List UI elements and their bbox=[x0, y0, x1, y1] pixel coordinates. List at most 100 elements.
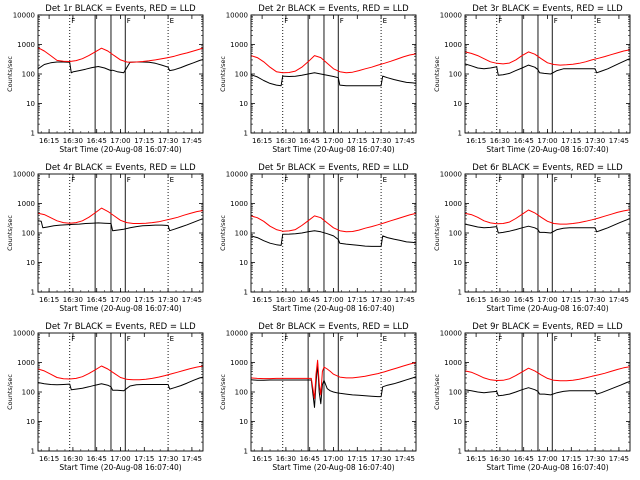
y-tick-label: 10000 bbox=[440, 330, 462, 338]
y-axis-label: Counts/sec bbox=[219, 374, 227, 410]
y-axis-label: Counts/sec bbox=[219, 215, 227, 251]
y-axis-label: Counts/sec bbox=[219, 56, 227, 92]
y-tick-label: 100 bbox=[235, 389, 248, 397]
y-tick-label: 100 bbox=[449, 71, 462, 79]
chart-panel-8: Det 8r BLACK = Events, RED = LLD Counts/s… bbox=[219, 322, 417, 472]
chart-panel-4: Det 4r BLACK = Events, RED = LLD Counts/s… bbox=[6, 163, 204, 313]
series-line-lld bbox=[250, 359, 417, 399]
x-tick-label: 17:15 bbox=[347, 296, 367, 304]
x-tick-label: 16:30 bbox=[490, 296, 510, 304]
y-tick-label: 1000 bbox=[17, 359, 35, 367]
x-tick-label: 16:15 bbox=[252, 455, 272, 463]
x-axis-label: Start Time (20-Aug-08 16:07:40) bbox=[272, 304, 394, 313]
y-tick-label: 10000 bbox=[13, 12, 35, 20]
x-tick-label: 17:45 bbox=[395, 137, 415, 145]
series-line-events bbox=[250, 363, 417, 408]
y-tick-label: 10 bbox=[26, 100, 35, 108]
y-tick-label: 10000 bbox=[226, 12, 248, 20]
y-axis-label: Counts/sec bbox=[6, 374, 14, 410]
chart-panel-5: Det 5r BLACK = Events, RED = LLD Counts/s… bbox=[219, 163, 417, 313]
panel-title: Det 6r BLACK = Events, RED = LLD bbox=[472, 163, 623, 173]
flag-letter: E bbox=[597, 17, 601, 25]
x-tick-label: 17:45 bbox=[182, 455, 202, 463]
chart-panel-6: Det 6r BLACK = Events, RED = LLD Counts/s… bbox=[433, 163, 631, 313]
x-tick-label: 17:45 bbox=[395, 296, 415, 304]
flag-letter: E bbox=[383, 17, 387, 25]
flag-letter: F bbox=[340, 176, 344, 184]
series-line-lld bbox=[464, 366, 631, 382]
y-tick-label: 10000 bbox=[440, 12, 462, 20]
x-tick-label: 17:00 bbox=[323, 137, 343, 145]
flag-letter: F bbox=[554, 176, 558, 184]
flag-letter: E bbox=[170, 17, 174, 25]
x-axis-label: Start Time (20-Aug-08 16:07:40) bbox=[59, 463, 181, 472]
x-tick-label: 17:30 bbox=[585, 455, 605, 463]
x-tick-label: 16:45 bbox=[300, 455, 320, 463]
flag-letter: E bbox=[597, 176, 601, 184]
series-line-events bbox=[37, 218, 204, 232]
flag-letter: E bbox=[597, 335, 601, 343]
chart-panel-1: Det 1r BLACK = Events, RED = LLD Counts/s… bbox=[6, 4, 204, 154]
series-line-events bbox=[464, 58, 631, 76]
x-tick-label: 17:15 bbox=[561, 455, 581, 463]
plot-frame bbox=[37, 14, 204, 134]
plot-frame bbox=[464, 173, 631, 293]
series-line-events bbox=[250, 72, 417, 87]
y-tick-label: 100 bbox=[449, 230, 462, 238]
x-tick-label: 17:30 bbox=[585, 137, 605, 145]
flag-letter: F bbox=[284, 335, 288, 343]
x-axis-label: Start Time (20-Aug-08 16:07:40) bbox=[486, 463, 608, 472]
y-tick-label: 10 bbox=[453, 259, 462, 267]
y-axis-label: Counts/sec bbox=[6, 215, 14, 251]
x-tick-label: 16:45 bbox=[300, 296, 320, 304]
x-tick-label: 16:30 bbox=[276, 455, 296, 463]
series-line-events bbox=[464, 380, 631, 397]
x-tick-label: 16:30 bbox=[63, 455, 83, 463]
x-tick-label: 17:00 bbox=[110, 296, 130, 304]
x-tick-label: 17:15 bbox=[347, 455, 367, 463]
x-tick-label: 16:15 bbox=[466, 455, 486, 463]
flag-letter: F bbox=[71, 335, 75, 343]
x-tick-label: 17:00 bbox=[537, 137, 557, 145]
x-tick-label: 17:15 bbox=[347, 137, 367, 145]
x-axis-label: Start Time (20-Aug-08 16:07:40) bbox=[59, 145, 181, 154]
x-tick-label: 17:00 bbox=[537, 455, 557, 463]
x-tick-label: 16:45 bbox=[514, 455, 534, 463]
flag-letter: F bbox=[284, 17, 288, 25]
flag-letter: F bbox=[71, 176, 75, 184]
y-tick-label: 1000 bbox=[444, 359, 462, 367]
plot-frame bbox=[250, 14, 417, 134]
x-tick-label: 17:30 bbox=[371, 296, 391, 304]
x-tick-label: 16:30 bbox=[276, 296, 296, 304]
plot-frame bbox=[37, 173, 204, 293]
x-tick-label: 17:00 bbox=[323, 455, 343, 463]
series-line-lld bbox=[250, 53, 417, 74]
x-tick-label: 17:15 bbox=[561, 137, 581, 145]
series-line-lld bbox=[37, 207, 204, 224]
flag-letter: F bbox=[498, 176, 502, 184]
y-tick-label: 10 bbox=[26, 418, 35, 426]
series-line-lld bbox=[464, 209, 631, 225]
flag-letter: F bbox=[340, 17, 344, 25]
x-tick-label: 16:30 bbox=[63, 137, 83, 145]
x-tick-label: 16:15 bbox=[39, 455, 59, 463]
y-tick-label: 1 bbox=[458, 130, 462, 138]
x-tick-label: 16:45 bbox=[514, 296, 534, 304]
y-tick-label: 1000 bbox=[444, 200, 462, 208]
y-tick-label: 1 bbox=[31, 448, 35, 456]
x-axis-label: Start Time (20-Aug-08 16:07:40) bbox=[59, 304, 181, 313]
flag-letter: E bbox=[170, 335, 174, 343]
y-tick-label: 1 bbox=[31, 289, 35, 297]
x-tick-label: 17:30 bbox=[371, 137, 391, 145]
x-tick-label: 17:30 bbox=[585, 296, 605, 304]
y-tick-label: 1 bbox=[458, 289, 462, 297]
y-tick-label: 10 bbox=[239, 418, 248, 426]
flag-letter: F bbox=[127, 17, 131, 25]
x-axis-label: Start Time (20-Aug-08 16:07:40) bbox=[486, 145, 608, 154]
y-tick-label: 1 bbox=[244, 130, 248, 138]
series-line-events bbox=[250, 230, 417, 247]
x-tick-label: 17:30 bbox=[371, 455, 391, 463]
y-tick-label: 1 bbox=[31, 130, 35, 138]
x-tick-label: 17:45 bbox=[609, 296, 629, 304]
